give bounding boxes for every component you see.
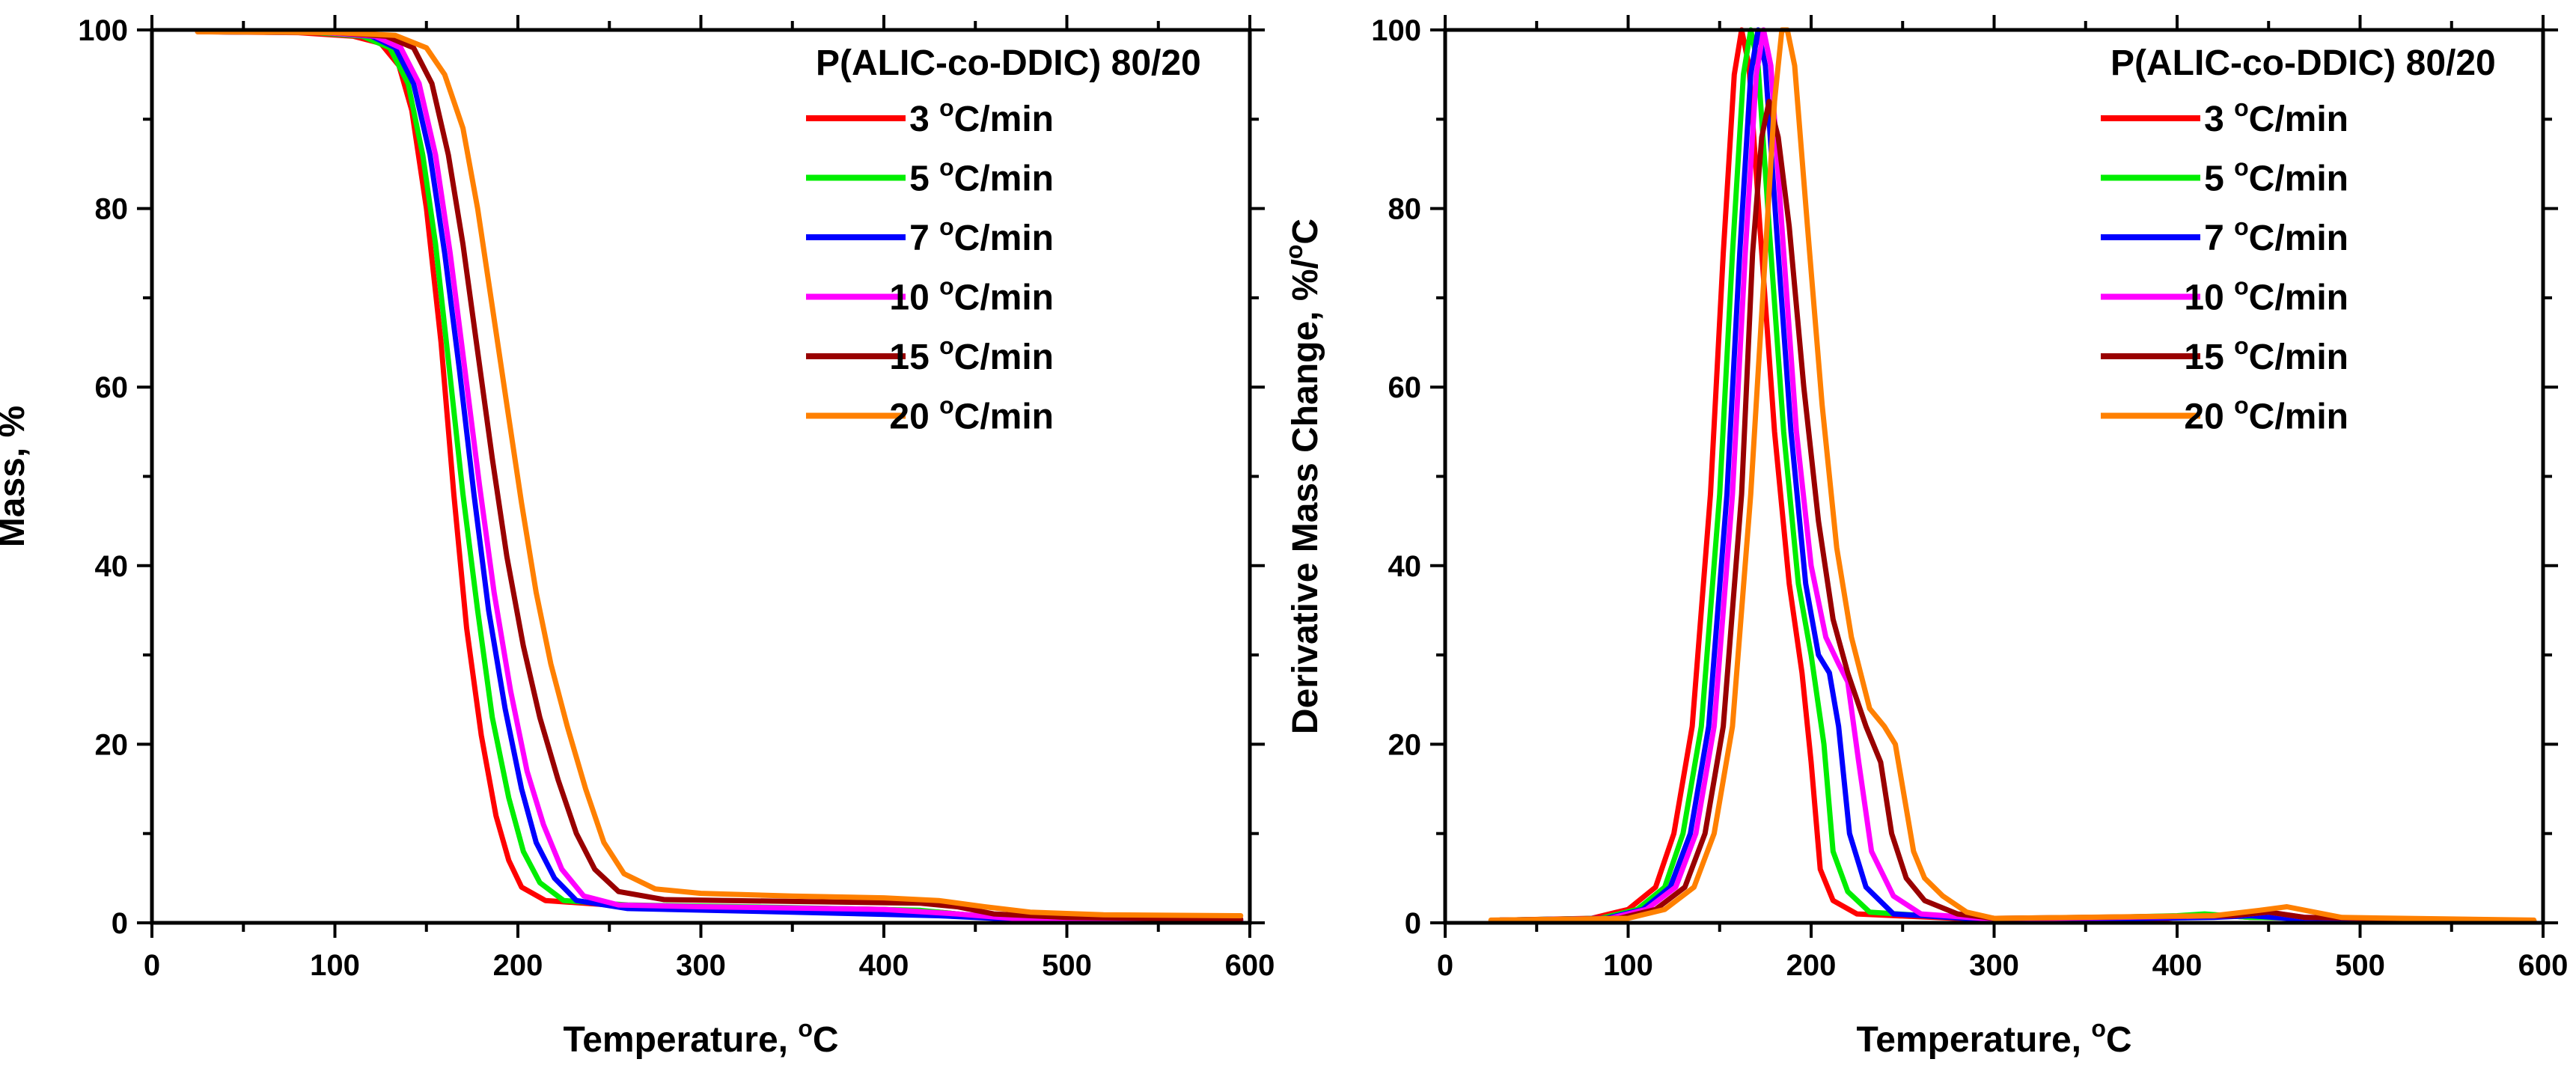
p1-series-line-4 xyxy=(1497,98,2537,923)
p1-y-tick-label: 100 xyxy=(1371,14,1421,47)
p1-x-tick-label: 200 xyxy=(1786,949,1837,982)
p1-series-line-3 xyxy=(1497,27,2537,923)
p1-x-tick-label: 300 xyxy=(1969,949,2019,982)
p0-legend-label-5: 20 oC/min xyxy=(889,392,1054,437)
p1-x-tick-label: 100 xyxy=(1603,949,1653,982)
p1-x-tick-label: 600 xyxy=(2518,949,2569,982)
p1-series-line-0 xyxy=(1497,27,2537,923)
p1-series-line-5 xyxy=(1488,27,2537,923)
p0-x-axis-title: Temperature, oC xyxy=(563,1015,838,1060)
p0-legend-label-1: 5 oC/min xyxy=(909,154,1054,199)
p0-x-tick-label: 300 xyxy=(676,949,726,982)
p0-y-tick-label: 100 xyxy=(78,14,128,47)
mass-chart: 0 100 200 300 400 500 600 0 20 40 60 80 100 Temperatu… xyxy=(0,14,1275,1060)
p1-x-tick-label: 400 xyxy=(2152,949,2203,982)
p0-x-tick-label: 400 xyxy=(859,949,909,982)
p0-y-tick-label: 40 xyxy=(95,550,129,583)
p1-x-tick-label: 0 xyxy=(1437,949,1453,982)
p0-x-tick-label: 500 xyxy=(1042,949,1092,982)
p0-legend-label-3: 10 oC/min xyxy=(889,273,1054,318)
p1-legend-label-0: 3 oC/min xyxy=(2204,94,2348,139)
p0-series-line-5 xyxy=(195,28,1244,918)
p0-series-line-4 xyxy=(204,28,1244,922)
p0-x-tick-label: 200 xyxy=(493,949,543,982)
p1-legend-label-5: 20 oC/min xyxy=(2184,392,2348,437)
p1-legend-label-3: 10 oC/min xyxy=(2184,273,2348,318)
p0-series-line-0 xyxy=(195,28,1244,923)
p1-y-tick-label: 40 xyxy=(1388,550,1422,583)
p1-x-tick-label: 500 xyxy=(2335,949,2385,982)
p1-y-axis-title: Derivative Mass Change, %/oC xyxy=(1281,219,1325,734)
p1-plot-frame xyxy=(1443,28,2545,925)
p0-series-line-1 xyxy=(204,28,1244,923)
p0-x-tick-label: 0 xyxy=(144,949,160,982)
p1-legend-title: P(ALIC-co-DDIC) 80/20 xyxy=(2110,43,2496,83)
p0-series-line-3 xyxy=(204,28,1244,923)
p0-y-tick-label: 80 xyxy=(95,193,129,226)
p1-series-line-2 xyxy=(1497,27,2537,923)
p0-y-tick-label: 20 xyxy=(95,728,129,761)
p1-y-tick-label: 80 xyxy=(1388,193,1422,226)
p1-x-axis-title: Temperature, oC xyxy=(1856,1015,2131,1060)
p1-series-line-1 xyxy=(1497,27,2537,923)
p0-y-tick-label: 60 xyxy=(95,371,129,404)
derivative-mass-chart: 0 100 200 300 400 500 600 0 20 40 60 80 100 Temperatu… xyxy=(1281,14,2568,1060)
p1-legend-label-4: 15 oC/min xyxy=(2184,332,2348,377)
p0-x-tick-label: 600 xyxy=(1225,949,1275,982)
p0-legend-label-4: 15 oC/min xyxy=(889,332,1054,377)
p0-x-tick-label: 100 xyxy=(310,949,360,982)
p1-legend-label-2: 7 oC/min xyxy=(2204,213,2348,258)
p0-legend-label-2: 7 oC/min xyxy=(909,213,1054,258)
p1-y-tick-label: 60 xyxy=(1388,371,1422,404)
p0-legend-label-0: 3 oC/min xyxy=(909,94,1054,139)
p0-legend-title: P(ALIC-co-DDIC) 80/20 xyxy=(816,43,1201,83)
p0-plot-frame xyxy=(150,28,1252,925)
p0-y-axis-title: Mass, % xyxy=(0,406,32,547)
p1-y-tick-label: 0 xyxy=(1405,907,1421,940)
p0-y-tick-label: 0 xyxy=(112,907,128,940)
p1-legend-label-1: 5 oC/min xyxy=(2204,154,2348,199)
p0-series-line-2 xyxy=(204,28,1244,923)
p1-y-tick-label: 20 xyxy=(1388,728,1422,761)
